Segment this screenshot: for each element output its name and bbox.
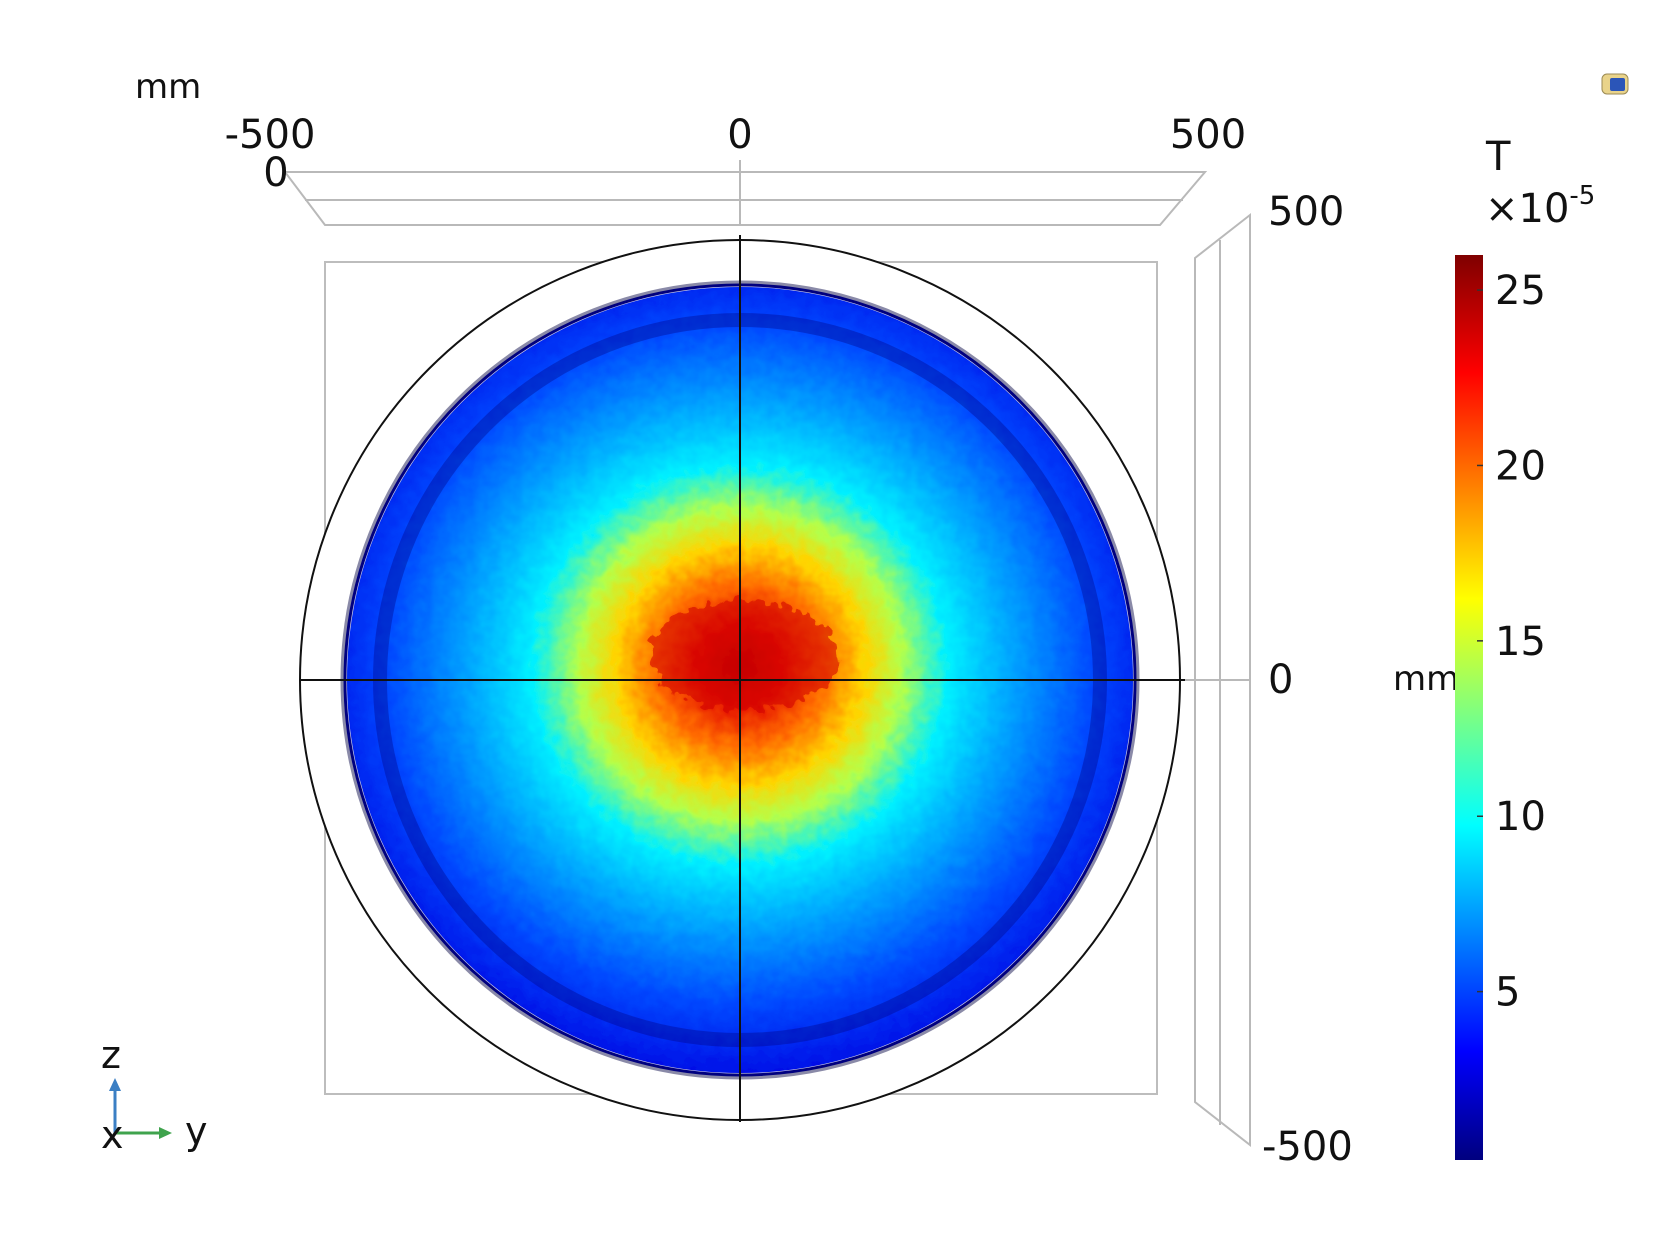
top-axis-unit: mm: [135, 67, 201, 107]
colorbar-ticks: 25 20 15 10 5: [1477, 268, 1546, 1016]
colorbar: 25 20 15 10 5: [1455, 255, 1546, 1160]
corner-icon[interactable]: [1601, 73, 1629, 95]
triad-x-label: x: [101, 1113, 124, 1157]
top-axis-frame: [282, 160, 1208, 226]
colorbar-tick-label: 15: [1495, 619, 1546, 665]
triad-z-label: z: [101, 1033, 121, 1077]
right-tick-max: 500: [1268, 189, 1344, 235]
colorbar-title: T: [1485, 134, 1511, 180]
right-tick-zero: 0: [1268, 657, 1293, 703]
colorbar-tick-label: 10: [1495, 794, 1546, 840]
right-axis-unit: mm: [1393, 659, 1459, 699]
top-tick-zero: 0: [727, 112, 752, 158]
axis-triad: z y x: [101, 1033, 208, 1157]
colorbar-multiplier: ×10-5: [1485, 181, 1595, 232]
colorbar-exponent: -5: [1569, 181, 1595, 211]
colorbar-bar: [1455, 255, 1483, 1160]
triad-y-label: y: [185, 1109, 208, 1153]
colorbar-tick-label: 5: [1495, 970, 1520, 1016]
top-tick-max: 500: [1170, 112, 1246, 158]
right-tick-min: -500: [1262, 1124, 1353, 1170]
colorbar-tick-label: 25: [1495, 268, 1546, 314]
top-tick-min: -500: [225, 112, 316, 158]
colorbar-tick-label: 20: [1495, 443, 1546, 489]
crosshair: [300, 235, 1185, 1122]
top-depth-tick: 0: [263, 150, 288, 196]
